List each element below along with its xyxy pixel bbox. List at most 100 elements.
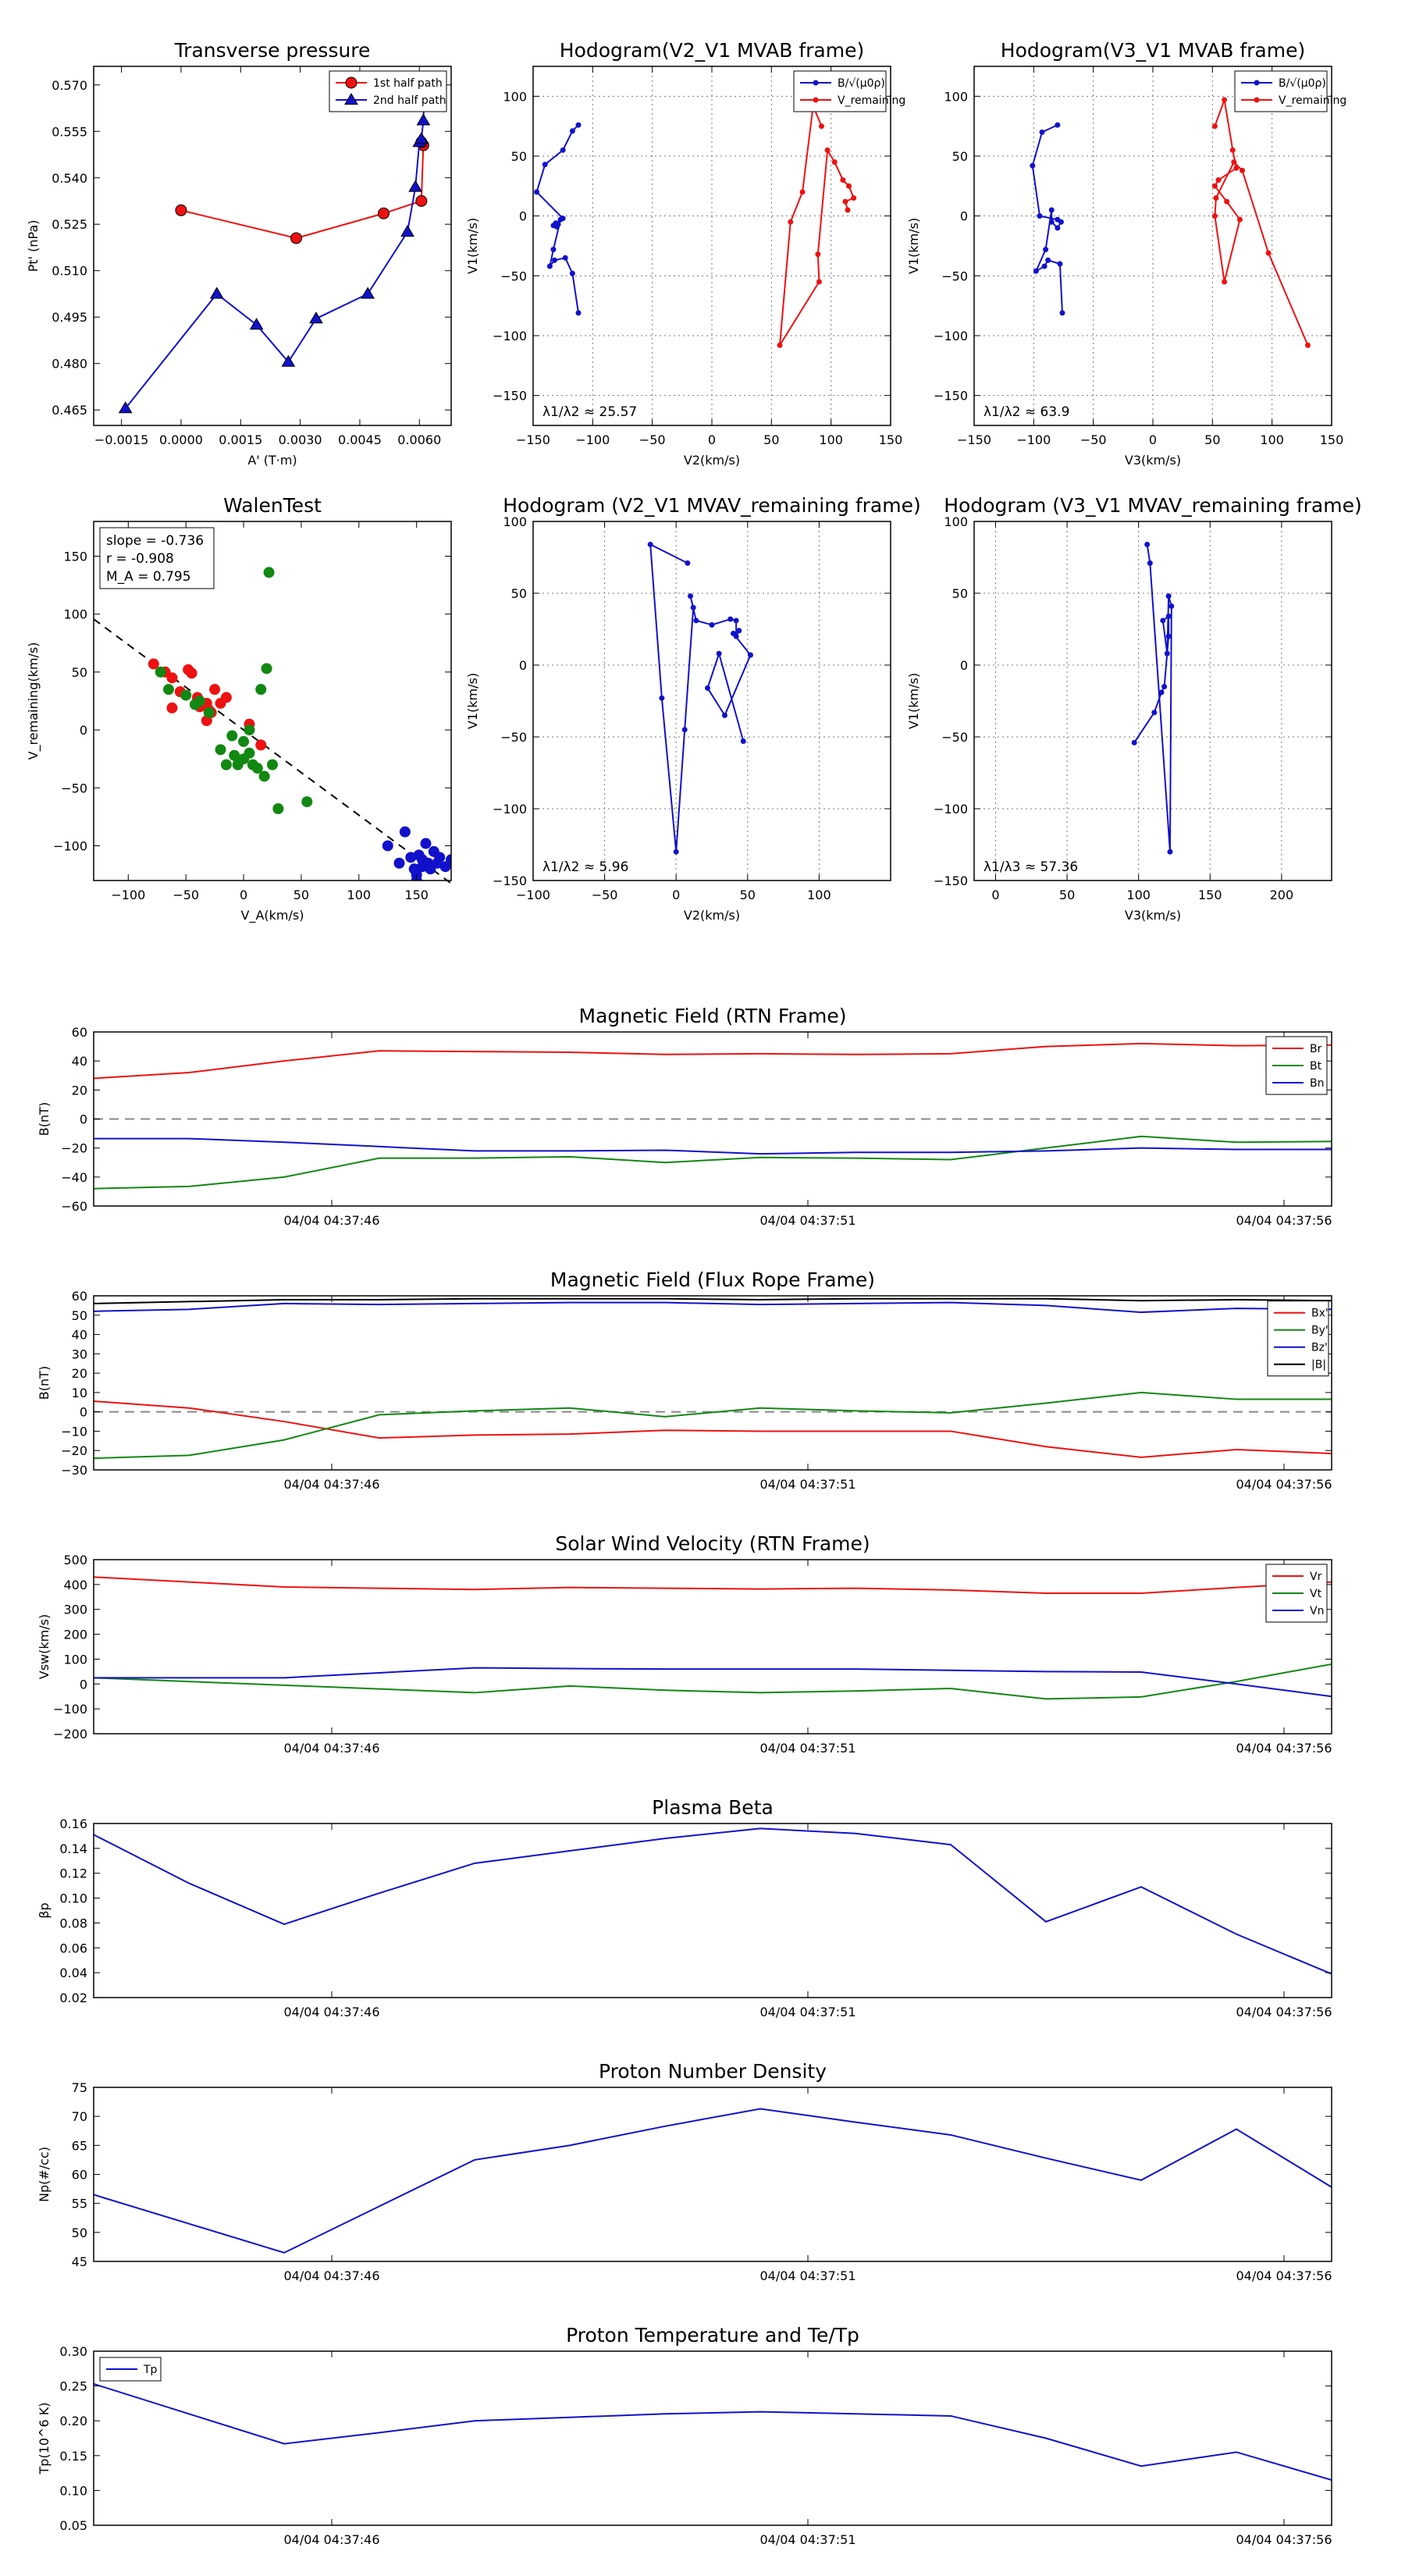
data-point bbox=[1240, 167, 1245, 173]
y-tick-label: 0.480 bbox=[52, 357, 87, 372]
legend-marker bbox=[813, 97, 819, 103]
y-tick-label: 0.06 bbox=[59, 1941, 87, 1955]
series-line-Vr bbox=[94, 1576, 1332, 1595]
y-tick-label: 0.04 bbox=[59, 1966, 87, 1980]
data-point bbox=[1151, 710, 1158, 716]
y-tick-label: −50 bbox=[500, 269, 527, 283]
data-point bbox=[1037, 213, 1043, 219]
y-axis-label: V1(km/s) bbox=[465, 218, 480, 274]
y-tick-label: −150 bbox=[493, 389, 527, 404]
data-point bbox=[155, 666, 166, 678]
axes-frame bbox=[93, 1559, 1332, 1735]
y-tick-label: 0 bbox=[960, 658, 968, 673]
chart-wt: −100 −50 0 50 100 150 −100 −50 0 50 100 150 WalenTes… bbox=[26, 494, 452, 923]
x-tick-label: 04/04 04:37:56 bbox=[1236, 1477, 1332, 1492]
y-tick-label: 60 bbox=[72, 2168, 87, 2183]
x-tick-label: 0.0015 bbox=[219, 432, 262, 447]
y-axis-label: Vsw(km/s) bbox=[37, 1614, 52, 1679]
y-tick-label: 0.05 bbox=[59, 2518, 87, 2533]
axes-frame bbox=[532, 521, 891, 881]
plot-area bbox=[647, 541, 753, 855]
chart-title: Hodogram(V3_V1 MVAB frame) bbox=[1001, 39, 1305, 62]
data-point bbox=[1229, 147, 1236, 153]
x-tick-label: −50 bbox=[173, 888, 199, 902]
data-point bbox=[721, 712, 727, 718]
data-point bbox=[249, 318, 264, 330]
y-tick-label: 100 bbox=[503, 514, 527, 529]
y-tick-label: 0.14 bbox=[59, 1841, 87, 1856]
y-tick-label: 0.525 bbox=[52, 217, 87, 232]
data-point bbox=[557, 216, 564, 222]
stats-line: slope = -0.736 bbox=[106, 533, 204, 549]
y-tick-label: 60 bbox=[72, 1289, 87, 1304]
series-line-Vn bbox=[94, 1667, 1332, 1698]
data-point bbox=[690, 604, 696, 610]
stats-box: slope = -0.736 r = -0.908 M_A = 0.795 bbox=[99, 527, 215, 589]
plot-area bbox=[94, 2108, 1332, 2254]
y-axis-label: V1(km/s) bbox=[906, 218, 921, 274]
y-tick-label: 50 bbox=[511, 149, 527, 164]
data-point bbox=[148, 658, 159, 670]
data-point bbox=[215, 744, 226, 756]
legend-marker bbox=[813, 80, 819, 86]
data-point bbox=[555, 221, 561, 227]
stats-box-frame bbox=[99, 527, 215, 589]
chart-pb: 04/04 04:37:46 04/04 04:37:51 04/04 04:37:… bbox=[37, 1796, 1332, 2019]
legend-box bbox=[793, 70, 887, 112]
y-tick-label: −100 bbox=[53, 1702, 87, 1717]
y-tick-label: −100 bbox=[934, 329, 968, 343]
y-axis-label: V1(km/s) bbox=[465, 673, 480, 729]
x-axis-label: V3(km/s) bbox=[1125, 453, 1181, 468]
data-point bbox=[840, 177, 846, 183]
data-point bbox=[290, 232, 303, 244]
x-tick-label: 04/04 04:37:56 bbox=[1236, 2532, 1332, 2547]
data-point bbox=[361, 286, 375, 299]
y-tick-label: 100 bbox=[944, 89, 968, 104]
x-tick-label: 50 bbox=[740, 888, 756, 902]
data-point bbox=[118, 401, 133, 414]
legend-label: V_remaining bbox=[1279, 94, 1346, 107]
data-point bbox=[550, 222, 557, 229]
data-point bbox=[709, 621, 715, 628]
legend-label: Bn bbox=[1310, 1077, 1324, 1090]
data-point bbox=[166, 702, 178, 713]
chart-mfr: 04/04 04:37:46 04/04 04:37:51 04/04 04:37:… bbox=[37, 1268, 1332, 1492]
data-point bbox=[1039, 129, 1045, 135]
series-line-2nd half path bbox=[124, 101, 425, 409]
y-tick-label: 45 bbox=[72, 2254, 87, 2269]
data-point bbox=[831, 159, 838, 165]
y-tick-label: 0.16 bbox=[59, 1816, 87, 1831]
y-tick-label: −40 bbox=[61, 1170, 87, 1185]
chart-h1: −150 −100 −50 0 50 100 150 −150 −100 −50 0 50 100 Hod… bbox=[465, 39, 905, 468]
data-point bbox=[220, 692, 232, 703]
data-point bbox=[747, 652, 753, 658]
legend-label: Vn bbox=[1310, 1605, 1324, 1617]
x-tick-label: 100 bbox=[819, 432, 843, 447]
y-tick-label: 150 bbox=[63, 550, 87, 564]
data-point bbox=[846, 183, 852, 189]
series-line-By' bbox=[94, 1391, 1332, 1460]
plot-area bbox=[94, 1576, 1332, 1700]
y-tick-label: 0.510 bbox=[52, 264, 87, 279]
data-point bbox=[393, 857, 405, 869]
x-tick-label: 50 bbox=[1204, 432, 1220, 447]
y-tick-label: −10 bbox=[61, 1424, 87, 1439]
legend: Tp bbox=[99, 2357, 162, 2382]
chart-title: Hodogram (V3_V1 MVAV_remaining frame) bbox=[944, 494, 1362, 517]
data-point bbox=[1304, 342, 1311, 348]
data-point bbox=[414, 132, 429, 144]
legend-box bbox=[1234, 70, 1328, 112]
y-tick-label: 500 bbox=[63, 1553, 87, 1567]
axes-frame bbox=[93, 1295, 1332, 1471]
data-point bbox=[1215, 177, 1222, 183]
chart-title: Plasma Beta bbox=[652, 1796, 774, 1819]
legend-marker bbox=[344, 93, 358, 105]
data-point bbox=[851, 195, 857, 201]
y-axis-label: V1(km/s) bbox=[906, 673, 921, 729]
legend: Vr Vt Vn bbox=[1265, 1564, 1328, 1623]
y-tick-label: 10 bbox=[72, 1386, 87, 1400]
series-line-|B| bbox=[94, 1297, 1332, 1304]
legend-label: Vr bbox=[1310, 1571, 1322, 1583]
data-point bbox=[1055, 225, 1061, 231]
y-tick-label: 70 bbox=[72, 2109, 87, 2124]
